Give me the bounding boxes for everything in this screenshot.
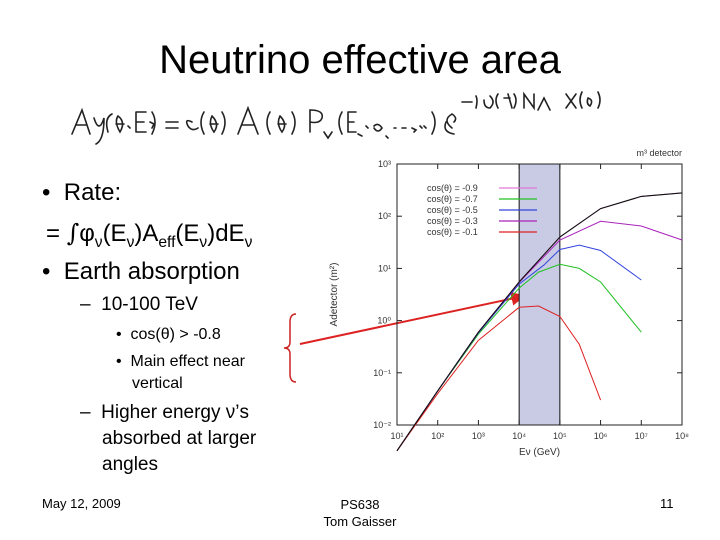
y-tick-label: 10¹ [378, 263, 391, 273]
y-tick-label: 10⁻¹ [373, 368, 391, 378]
chart-ylabel: Adetector (m²) [329, 263, 340, 327]
higher-energy-line2: absorbed at larger [102, 428, 257, 449]
envelope-line [396, 192, 683, 452]
footer-page-number: 11 [660, 496, 674, 511]
bullet-main-effect: • Main effect near [116, 353, 245, 370]
legend-label-2: cos(θ) = -0.5 [427, 205, 478, 215]
chart-xlabel: Eν (GeV) [519, 447, 560, 458]
highlight-band [518, 163, 561, 426]
brace-shape [283, 313, 297, 383]
effective-area-formula [71, 91, 601, 145]
footer-course: PS638 [340, 497, 380, 512]
rate-equation: = ∫φν(Eν)Aeff(Eν)dEν [46, 219, 253, 251]
bullet-earth-label: Earth absorption [63, 258, 240, 285]
footer-author: Tom Gaisser [323, 514, 397, 529]
bullet-rate-label: Rate: [63, 179, 122, 206]
higher-energy-line3: angles [102, 454, 158, 475]
pointer-arrow [299, 291, 526, 345]
legend-label-0: cos(θ) = -0.9 [427, 183, 478, 193]
y-tick-label: 10³ [378, 159, 391, 169]
bullet-earth: • Earth absorption [42, 258, 240, 285]
cos-condition-label: cos(θ) > -0.8 [130, 326, 221, 343]
y-tick-label: 10⁻² [373, 420, 391, 430]
x-tick-label: 10¹ [390, 431, 403, 441]
plot-frame [396, 163, 683, 426]
legend-label-1: cos(θ) = -0.7 [427, 194, 478, 204]
main-effect-line1: Main effect near [130, 353, 245, 370]
energy-range-label: 10-100 TeV [101, 294, 198, 315]
footer-date: May 12, 2009 [42, 496, 121, 511]
y-tick-label: 10² [378, 211, 391, 221]
chart-title: m³ detector [636, 148, 682, 158]
footer-center: PS638 Tom Gaisser [300, 496, 420, 530]
x-tick-label: 10⁸ [675, 431, 689, 441]
x-tick-label: 10³ [472, 431, 485, 441]
series-line-4 [396, 305, 602, 452]
effective-area-chart: 10¹ 10² 10³ 10⁴ 10⁵ 10⁶ 10⁷ 10⁸ 10⁻² 10⁻¹ 10⁰ 10¹ 10… [329, 148, 689, 458]
x-tick-label: 10⁶ [594, 431, 608, 441]
bullet-higher-energy: – Higher energy ν’s [80, 402, 249, 423]
y-tick-label: 10⁰ [377, 316, 391, 326]
bullet-rate: • Rate: [42, 179, 122, 206]
slide-title: Neutrino effective area [159, 38, 561, 82]
x-tick-label: 10² [431, 431, 444, 441]
legend-label-4: cos(θ) = -0.1 [427, 227, 478, 237]
x-tick-label: 10⁵ [553, 431, 567, 441]
legend-label-3: cos(θ) = -0.3 [427, 216, 478, 226]
bullet-cos-condition: • cos(θ) > -0.8 [116, 326, 221, 343]
main-effect-line2: vertical [132, 375, 183, 392]
bullet-energy-range: – 10-100 TeV [80, 294, 198, 315]
x-tick-label: 10⁴ [512, 431, 526, 441]
x-tick-label: 10⁷ [635, 431, 648, 441]
higher-energy-line1: Higher energy ν’s [101, 402, 249, 423]
